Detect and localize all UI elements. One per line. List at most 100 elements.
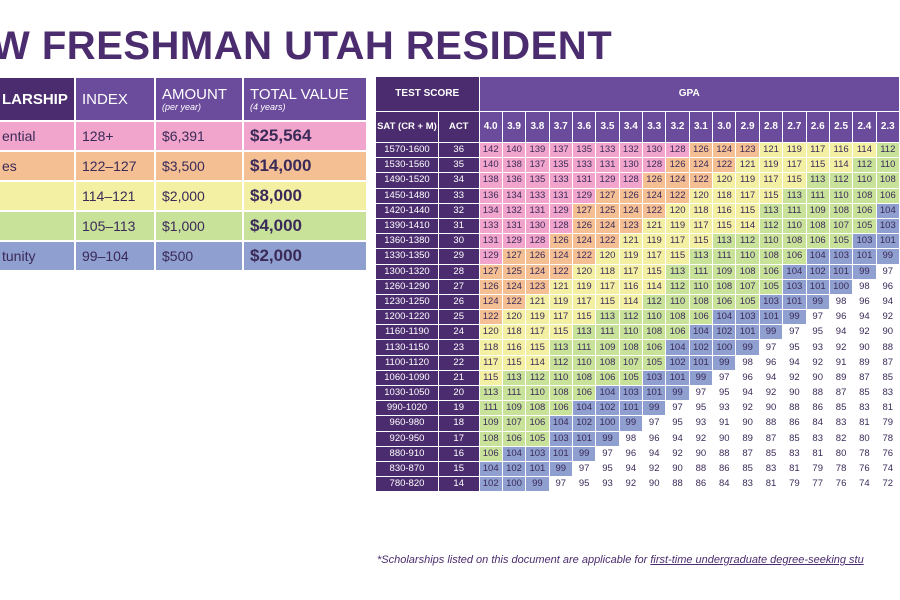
index-value-cell: 108	[875, 172, 900, 189]
index-value-cell: 117	[735, 187, 760, 204]
index-value-cell: 98	[828, 293, 854, 311]
index-value-cell: 88	[805, 384, 830, 402]
index-value-cell: 137	[548, 141, 573, 159]
gpa-column-header: 3.8	[525, 111, 550, 143]
index-value-cell: 108	[548, 384, 573, 402]
index-value-cell: 95	[782, 339, 807, 356]
index-value-cell: 90	[805, 369, 830, 387]
index-value-cell: 83	[805, 430, 830, 447]
index-value-cell: 101	[805, 278, 830, 295]
index-value-cell: 110	[642, 309, 667, 326]
index-value-cell: 117	[595, 278, 620, 295]
footnote-link[interactable]: first-time undergraduate degree-seeking …	[650, 554, 864, 566]
index-value-cell: 120	[571, 263, 597, 280]
index-value-cell: 83	[758, 460, 784, 478]
index-value-cell: 86	[688, 476, 714, 493]
index-value-cell: 122	[665, 187, 690, 204]
act-score-cell: 27	[437, 278, 480, 295]
index-value-cell: 103	[782, 278, 807, 295]
index-value-cell: 116	[712, 202, 737, 219]
grid-row: 1390-1410 31 133 131 130 128 126 124 123 121 119 11…	[375, 217, 900, 235]
index-value-cell: 123	[525, 278, 550, 295]
gpa-column-header: 3.6	[571, 111, 597, 143]
gpa-values-row: SAT (CR + M) ACT 4.0 3.9 3.8 3.7 3.6 3.5 3.4 3.…	[375, 111, 900, 143]
scholarship-index-cell: 128+	[74, 120, 156, 152]
index-value-cell: 103	[828, 248, 854, 265]
index-value-cell: 111	[571, 339, 597, 356]
index-value-cell: 104	[875, 202, 900, 219]
index-value-cell: 83	[875, 384, 900, 402]
index-value-cell: 142	[478, 141, 503, 159]
index-value-cell: 110	[665, 293, 690, 311]
grid-header-row: TEST SCORE GPA	[375, 76, 900, 112]
scholarship-row: ential 128+ $6,391 $25,564	[0, 120, 368, 152]
scholarship-name-cell: tunity	[0, 240, 76, 272]
index-value-cell: 106	[852, 202, 877, 219]
index-value-cell: 94	[665, 430, 690, 447]
index-value-cell: 112	[642, 293, 667, 311]
index-value-cell: 92	[875, 309, 900, 326]
index-value-cell: 108	[735, 263, 760, 280]
sat-range-cell: 1420-1440	[375, 202, 439, 219]
page-title: W FRESHMAN UTAH RESIDENT	[0, 24, 613, 68]
index-value-cell: 130	[642, 141, 667, 159]
index-value-cell: 91	[712, 415, 737, 432]
act-score-cell: 22	[437, 354, 480, 371]
index-value-cell: 106	[805, 233, 830, 250]
gpa-column-header: 3.1	[688, 111, 714, 143]
index-value-cell: 108	[758, 248, 784, 265]
index-value-cell: 102	[805, 263, 830, 280]
scholarship-total-cell: $25,564	[242, 120, 368, 152]
index-value-cell: 101	[852, 248, 877, 265]
index-value-cell: 90	[642, 476, 667, 493]
amount-header: AMOUNT (per year)	[154, 76, 244, 122]
index-value-cell: 101	[571, 430, 597, 447]
sat-range-cell: 1160-1190	[375, 324, 439, 341]
index-value-cell: 105	[828, 233, 854, 250]
index-value-cell: 106	[501, 430, 527, 447]
index-value-cell: 110	[548, 369, 573, 387]
scholarship-name-cell: ential	[0, 120, 76, 152]
index-value-cell: 124	[501, 278, 527, 295]
index-value-cell: 81	[758, 476, 784, 493]
index-value-cell: 86	[805, 400, 830, 417]
total-header-sub: (4 years)	[250, 102, 286, 112]
index-value-cell: 93	[688, 415, 714, 432]
index-value-cell: 108	[782, 233, 807, 250]
index-value-cell: 94	[618, 460, 644, 478]
index-value-cell: 88	[712, 445, 737, 462]
index-value-cell: 108	[688, 293, 714, 311]
index-value-cell: 133	[571, 157, 597, 174]
index-value-cell: 104	[478, 460, 503, 478]
index-value-cell: 112	[852, 157, 877, 174]
index-value-cell: 81	[782, 460, 807, 478]
index-value-cell: 113	[782, 187, 807, 204]
gpa-column-header: 4.0	[478, 111, 503, 143]
index-value-cell: 78	[828, 460, 854, 478]
index-value-cell: 115	[571, 309, 597, 326]
index-value-cell: 122	[501, 293, 527, 311]
index-value-cell: 112	[735, 233, 760, 250]
index-value-cell: 124	[478, 293, 503, 311]
index-value-cell: 121	[525, 293, 550, 311]
grid-row: 1490-1520 34 138 136 135 133 131 129 128 126 124 12…	[375, 172, 900, 189]
index-value-cell: 78	[875, 430, 900, 447]
scholarship-total-cell: $8,000	[242, 180, 368, 212]
index-value-cell: 130	[618, 157, 644, 174]
index-value-cell: 101	[735, 324, 760, 341]
index-value-cell: 117	[548, 309, 573, 326]
scholarship-index-cell: 122–127	[74, 150, 156, 182]
index-value-cell: 101	[758, 309, 784, 326]
gpa-score-grid: TEST SCORE GPA SAT (CR + M) ACT 4.0 3.9 3.…	[375, 76, 900, 493]
grid-row: 1300-1320 28 127 125 124 122 120 118 117 115 113 11…	[375, 263, 900, 280]
index-value-cell: 94	[642, 445, 667, 462]
index-value-cell: 74	[852, 476, 877, 493]
index-value-cell: 97	[805, 309, 830, 326]
index-value-cell: 100	[501, 476, 527, 493]
sat-range-cell: 1030-1050	[375, 384, 439, 402]
index-value-cell: 118	[595, 263, 620, 280]
index-value-cell: 89	[735, 430, 760, 447]
index-value-cell: 110	[875, 157, 900, 174]
index-value-cell: 108	[595, 354, 620, 371]
index-value-cell: 105	[735, 293, 760, 311]
